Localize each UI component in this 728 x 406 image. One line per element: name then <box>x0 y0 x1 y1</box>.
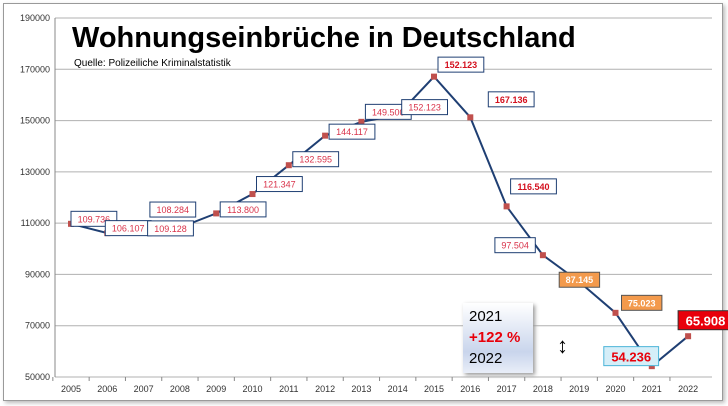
data-label-box <box>510 178 557 195</box>
data-label: 106.107 <box>112 224 145 234</box>
x-tick-label: 2022 <box>678 384 698 394</box>
data-point <box>213 210 220 217</box>
y-tick-label: 170000 <box>20 64 50 74</box>
data-label-box <box>677 310 728 331</box>
x-tick-label: 2005 <box>61 384 81 394</box>
x-tick-label: 2019 <box>569 384 589 394</box>
annotation-to: 2022 <box>469 350 503 367</box>
data-label-box <box>147 220 194 237</box>
x-tick-label: 2017 <box>497 384 517 394</box>
chart-frame <box>3 3 723 401</box>
chart-subtitle: Quelle: Polizeiliche Kriminalstatistik <box>74 58 231 69</box>
chart-title: Wohnungseinbrüche in Deutschland <box>72 22 576 54</box>
data-label: 167.136 <box>495 95 528 105</box>
data-label: 108.284 <box>157 205 190 215</box>
data-label: 54.236 <box>611 350 651 365</box>
data-label: 116.540 <box>517 182 549 192</box>
x-tick-label: 2016 <box>460 384 480 394</box>
updown-arrow-icon: ↕ <box>557 333 568 358</box>
data-point <box>322 132 329 139</box>
data-label: 144.117 <box>336 127 368 137</box>
data-label: 152.123 <box>408 103 441 113</box>
data-label: 113.800 <box>227 205 259 215</box>
y-tick-label: 110000 <box>21 218 50 228</box>
data-label: 109.128 <box>154 224 187 234</box>
data-label-box <box>603 346 660 367</box>
data-label-box <box>437 56 485 73</box>
data-label-box <box>256 176 303 193</box>
data-point <box>285 162 292 169</box>
data-label-box <box>328 123 376 140</box>
data-label-box <box>219 201 267 218</box>
data-label: 65.908 <box>686 314 726 329</box>
annotation-change: +122 % <box>469 329 521 346</box>
data-point <box>685 333 692 340</box>
data-label: 132.595 <box>299 155 332 165</box>
x-tick-label: 2011 <box>279 384 298 394</box>
data-point <box>358 118 365 125</box>
data-label-box <box>487 91 535 108</box>
y-tick-label: 50000 <box>25 372 50 382</box>
x-tick-label: 2021 <box>642 384 662 394</box>
x-tick-label: 2020 <box>605 384 625 394</box>
y-tick-label: 70000 <box>25 321 50 331</box>
x-tick-label: 2006 <box>97 384 117 394</box>
data-label: 149.500 <box>372 107 405 117</box>
data-label: 75.023 <box>628 298 656 308</box>
annotation-from: 2021 <box>469 308 503 325</box>
data-label: 152.123 <box>445 60 478 70</box>
data-point <box>431 73 437 80</box>
data-label: 87.145 <box>566 275 594 285</box>
x-tick-label: 2009 <box>206 384 226 394</box>
data-label-box <box>292 151 340 168</box>
y-tick-label: 130000 <box>20 167 50 177</box>
data-point <box>539 252 546 259</box>
x-tick-label: 2015 <box>424 384 444 394</box>
y-tick-label: 190000 <box>20 13 50 23</box>
change-annotation: 2021 +122 % 2022 <box>463 303 533 373</box>
y-tick-label: 90000 <box>25 269 50 279</box>
y-tick-label: 150000 <box>20 116 50 126</box>
x-tick-label: 2010 <box>242 384 262 394</box>
x-tick-label: 2018 <box>533 384 553 394</box>
data-point <box>467 114 474 121</box>
data-label: 109.736 <box>78 214 111 224</box>
data-label-box <box>558 271 601 288</box>
data-label-box <box>401 99 449 116</box>
x-tick-label: 2007 <box>134 384 154 394</box>
data-label-box <box>621 294 663 311</box>
data-point <box>503 203 510 210</box>
data-point <box>249 191 256 198</box>
x-tick-label: 2008 <box>170 384 190 394</box>
data-label: 97.504 <box>501 241 529 251</box>
x-tick-label: 2012 <box>315 384 335 394</box>
x-tick-label: 2014 <box>388 384 408 394</box>
data-point <box>612 309 619 316</box>
x-tick-label: 2013 <box>351 384 371 394</box>
data-label: 121.347 <box>263 180 296 190</box>
data-label-box <box>494 237 536 254</box>
data-label-box <box>149 201 197 218</box>
